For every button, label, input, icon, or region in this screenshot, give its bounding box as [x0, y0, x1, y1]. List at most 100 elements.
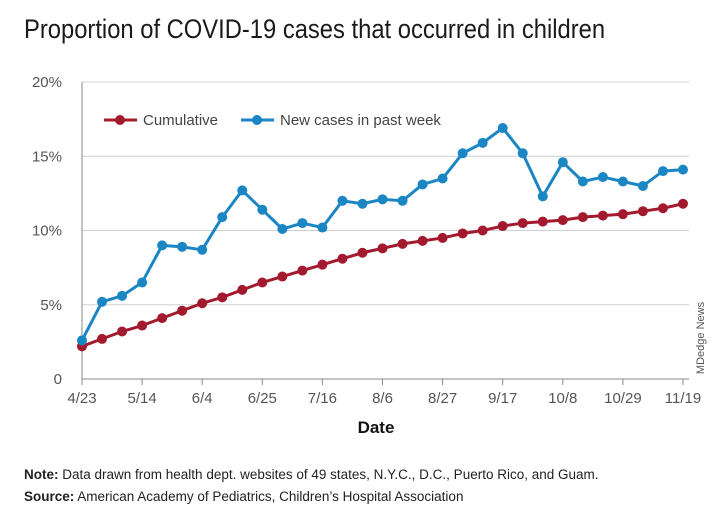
y-tick-labels: 0 5% 10% 15% 20%	[32, 74, 62, 388]
data-point-cumulative	[337, 253, 348, 264]
data-point-new-cases	[678, 164, 688, 175]
data-point-new-cases	[577, 176, 588, 187]
data-point-cumulative	[177, 305, 188, 316]
data-point-cumulative	[557, 215, 568, 226]
x-axis-title: Date	[358, 418, 395, 437]
data-point-cumulative	[157, 313, 168, 324]
y-tick-label: 0	[54, 371, 62, 388]
series-lines	[77, 123, 688, 352]
data-point-new-cases	[257, 204, 268, 215]
y-tick-label: 10%	[32, 223, 62, 240]
data-point-cumulative	[117, 326, 128, 337]
data-point-cumulative	[457, 228, 468, 239]
data-point-cumulative	[657, 203, 668, 214]
source-line: Source: American Academy of Pediatrics, …	[24, 486, 599, 508]
data-point-cumulative	[237, 284, 248, 295]
data-point-cumulative	[137, 320, 148, 331]
data-point-new-cases	[317, 222, 328, 233]
x-tick-label: 6/4	[192, 390, 213, 407]
y-tick-label: 5%	[40, 297, 62, 314]
source-text: American Academy of Pediatrics, Children…	[74, 489, 464, 504]
data-point-cumulative	[437, 232, 448, 243]
data-point-cumulative	[617, 209, 628, 220]
data-point-new-cases	[417, 179, 428, 190]
data-point-new-cases	[477, 137, 488, 148]
x-tick-label: 8/27	[428, 390, 457, 407]
data-point-new-cases	[237, 185, 248, 196]
data-point-cumulative	[597, 210, 608, 221]
data-point-new-cases	[177, 241, 188, 252]
note-text: Data drawn from health dept. websites of…	[58, 467, 599, 482]
data-point-cumulative	[257, 277, 268, 288]
data-point-cumulative	[678, 198, 688, 209]
data-point-cumulative	[297, 265, 308, 276]
x-tick-label: 10/29	[604, 390, 642, 407]
data-point-cumulative	[417, 235, 428, 246]
data-point-new-cases	[457, 148, 468, 159]
x-tick-labels: 4/23 5/14 6/4 6/25 7/16 8/6 8/27 9/17 10/8 10/29 1…	[67, 390, 701, 407]
x-tick-label: 10/8	[548, 390, 577, 407]
data-point-new-cases	[397, 195, 408, 206]
data-point-cumulative	[537, 216, 548, 227]
data-point-cumulative	[397, 238, 408, 249]
data-point-cumulative	[97, 333, 108, 344]
x-tick-label: 9/17	[488, 390, 517, 407]
footnotes: Note: Data drawn from health dept. websi…	[24, 464, 599, 508]
data-point-new-cases	[137, 277, 148, 288]
x-tick-label: 6/25	[248, 390, 277, 407]
data-point-new-cases	[117, 290, 128, 301]
source-label: Source:	[24, 489, 75, 504]
data-point-new-cases	[437, 173, 448, 184]
data-point-cumulative	[637, 206, 648, 217]
legend-marker-new-cases	[252, 115, 262, 125]
data-point-new-cases	[337, 195, 348, 206]
data-point-cumulative	[197, 298, 208, 309]
data-point-new-cases	[597, 172, 608, 183]
x-tick-label: 8/6	[372, 390, 393, 407]
data-point-new-cases	[517, 148, 528, 159]
x-tick-label: 11/19	[665, 390, 701, 407]
data-point-new-cases	[157, 240, 168, 251]
x-tick-label: 5/14	[127, 390, 156, 407]
data-point-cumulative	[217, 292, 228, 303]
axes	[81, 82, 689, 385]
data-point-new-cases	[217, 212, 228, 223]
series-line-cumulative	[81, 202, 684, 348]
data-point-new-cases	[297, 218, 308, 229]
legend: Cumulative New cases in past week	[104, 112, 441, 129]
data-point-new-cases	[657, 166, 668, 177]
y-tick-label: 15%	[32, 148, 62, 165]
data-point-new-cases	[537, 191, 548, 202]
legend-label-cumulative: Cumulative	[143, 112, 218, 129]
data-point-new-cases	[617, 176, 628, 187]
legend-marker-cumulative	[115, 115, 125, 125]
series-line-new-cases	[80, 126, 684, 342]
data-point-new-cases	[377, 194, 388, 205]
credit-label: MDedge News	[695, 301, 707, 374]
y-tick-label: 20%	[32, 74, 62, 91]
data-point-cumulative	[477, 225, 488, 236]
data-point-cumulative	[357, 247, 368, 258]
data-point-new-cases	[77, 335, 87, 346]
data-point-new-cases	[557, 157, 568, 168]
note-label: Note:	[24, 467, 59, 482]
data-point-new-cases	[637, 180, 648, 191]
data-point-new-cases	[497, 123, 508, 134]
data-point-cumulative	[497, 221, 508, 232]
data-point-cumulative	[317, 259, 328, 270]
data-point-new-cases	[357, 198, 368, 209]
data-point-cumulative	[577, 212, 588, 223]
x-tick-label: 7/16	[308, 390, 337, 407]
data-point-cumulative	[517, 218, 528, 229]
legend-label-new-cases: New cases in past week	[280, 112, 441, 129]
gridlines	[82, 81, 689, 306]
data-point-new-cases	[197, 244, 208, 255]
data-point-new-cases	[97, 296, 108, 307]
data-point-cumulative	[277, 271, 288, 282]
chart-title: Proportion of COVID-19 cases that occurr…	[24, 14, 606, 44]
data-point-cumulative	[377, 243, 388, 254]
note-line: Note: Data drawn from health dept. websi…	[24, 464, 599, 486]
data-point-new-cases	[277, 224, 288, 235]
x-tick-label: 4/23	[67, 390, 96, 407]
